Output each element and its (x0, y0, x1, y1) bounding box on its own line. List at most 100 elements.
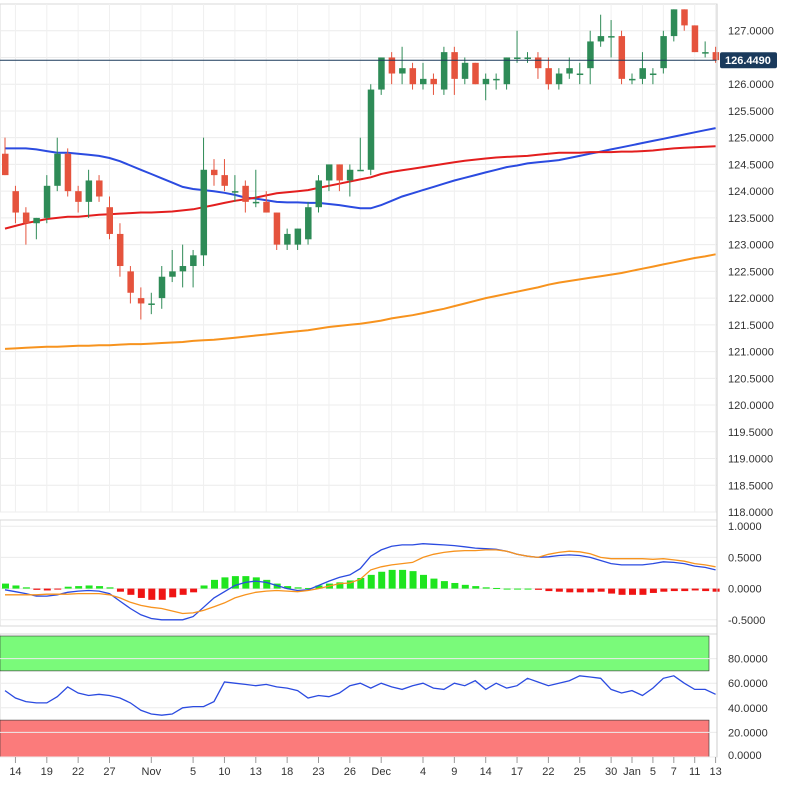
candle-body (200, 169, 208, 256)
candle-body (64, 153, 72, 192)
macd-histogram-bar (169, 588, 177, 598)
macd-plot-area (0, 519, 718, 627)
candle-body (608, 36, 615, 38)
x-tick-label: 22 (542, 766, 554, 778)
rsi-y-tick-label: 40.0000 (728, 703, 768, 715)
macd-histogram-bar (472, 586, 480, 589)
macd-histogram-bar (420, 574, 427, 589)
moving-average-line-1 (4, 145, 716, 230)
candle-body (566, 68, 573, 74)
price-y-tick-label: 122.5000 (728, 266, 774, 278)
macd-histogram-bar (681, 588, 689, 592)
macd-histogram-bar (33, 588, 41, 590)
macd-histogram-bar (639, 588, 647, 595)
x-tick-label: 13 (250, 766, 262, 778)
candle-body (629, 78, 636, 81)
candle-body (681, 9, 688, 26)
macd-y-tick-label: 1.0000 (728, 521, 762, 533)
candle-body (472, 62, 479, 85)
candle-body (576, 73, 584, 76)
candle-body (482, 78, 490, 85)
macd-histogram-bar (158, 588, 166, 600)
price-y-tick-label: 118.0000 (728, 507, 773, 519)
macd-histogram-bar (660, 588, 668, 592)
candle-body (670, 9, 678, 37)
price-y-tick-label: 123.0000 (728, 240, 774, 252)
x-tick-label: 26 (344, 766, 356, 778)
candle-body (367, 89, 375, 170)
candle-body (461, 62, 469, 79)
macd-panel: 1.0000 0.5000 0.0000 -0.5000 (0, 519, 765, 627)
macd-y-tick-label: 0.5000 (728, 552, 762, 564)
macd-histogram-bar (116, 588, 124, 592)
macd-histogram-bar (702, 588, 710, 592)
macd-histogram-bar (629, 588, 636, 595)
candle-body (493, 78, 500, 81)
macd-y-tick-label: -0.5000 (728, 615, 765, 627)
candle-body (305, 207, 312, 240)
macd-histogram-bar (367, 574, 375, 589)
macd-histogram-bar (336, 582, 344, 589)
x-tick-label: 18 (281, 766, 293, 778)
candle-body (252, 201, 260, 204)
macd-histogram-bar (399, 569, 407, 589)
macd-histogram-bar (315, 585, 323, 589)
candle-body (148, 303, 155, 305)
macd-histogram-bar (106, 587, 114, 589)
rsi-line (4, 675, 716, 716)
candle-body (284, 233, 291, 245)
candle-body (378, 57, 385, 90)
rsi-overbought-zone (0, 635, 710, 672)
candle-body (179, 266, 187, 272)
macd-histogram-bar (96, 586, 104, 589)
macd-histogram-bar (566, 588, 574, 593)
price-y-tick-label: 124.0000 (728, 186, 774, 198)
last-price-label: 126.4490 (725, 55, 771, 67)
x-tick-label: 4 (420, 766, 426, 778)
macd-histogram-bar (64, 586, 72, 589)
macd-histogram-bar (388, 569, 396, 589)
macd-histogram-bar (409, 571, 417, 589)
macd-histogram-bar (503, 588, 511, 590)
candle-body (190, 255, 197, 267)
x-tick-label: 5 (190, 766, 196, 778)
x-tick-label: 5 (650, 766, 656, 778)
macd-histogram-bar (43, 588, 51, 591)
candle-body (231, 191, 239, 193)
candle-body (273, 212, 281, 245)
candle-body (597, 36, 605, 42)
macd-histogram-bar (148, 588, 156, 600)
candle-body (33, 217, 40, 224)
candle-body (2, 153, 9, 176)
macd-histogram-bar (252, 577, 260, 589)
macd-y-tick-label: 0.0000 (728, 584, 762, 596)
candle-body (555, 73, 563, 85)
price-y-tick-label: 121.5000 (728, 320, 774, 332)
candle-body (618, 36, 626, 79)
candle-body (420, 78, 427, 85)
price-panel: 127.0000126.5000126.0000125.5000125.0000… (0, 3, 777, 519)
macd-histogram-bar (294, 587, 302, 589)
candle-body (169, 271, 176, 277)
candle-body (116, 233, 124, 267)
macd-histogram-bar (430, 578, 438, 589)
x-tick-label: 14 (480, 766, 492, 778)
candle-body (22, 212, 30, 224)
x-tick-label: 17 (511, 766, 523, 778)
macd-histogram-bar (555, 588, 563, 592)
candle-body (534, 57, 542, 69)
moving-average-line-2 (4, 253, 716, 350)
candle-body (503, 57, 511, 85)
candle-body (660, 36, 667, 69)
candle-body (430, 78, 437, 85)
macd-histogram-bar (670, 588, 678, 592)
macd-histogram-bar (190, 588, 198, 593)
macd-histogram-bar (200, 585, 208, 589)
macd-histogram-bar (346, 580, 354, 589)
x-tick-label: 19 (41, 766, 53, 778)
x-tick-label: 10 (218, 766, 230, 778)
macd-histogram-bar (284, 586, 292, 589)
candle-body (75, 191, 82, 202)
macd-histogram-bar (211, 579, 218, 589)
